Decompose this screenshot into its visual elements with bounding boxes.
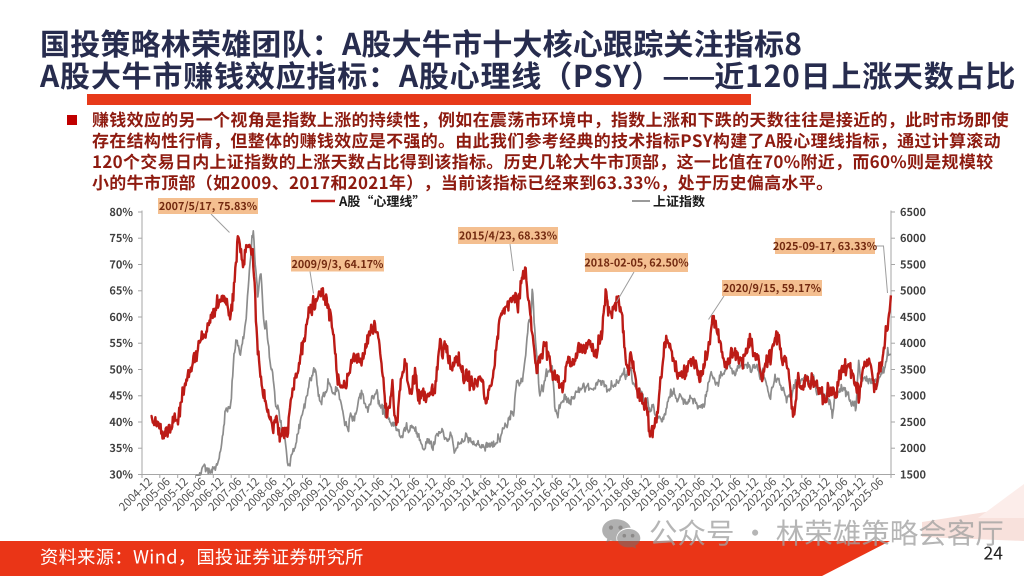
svg-text:35%: 35%	[109, 440, 133, 456]
svg-text:3000: 3000	[900, 388, 926, 404]
svg-text:24: 24	[984, 541, 1004, 566]
svg-text:2018-02-05, 62.50%: 2018-02-05, 62.50%	[584, 255, 689, 271]
svg-text:1500: 1500	[900, 466, 926, 482]
svg-text:公众号 · 林荣雄策略会客厅: 公众号 · 林荣雄策略会客厅	[649, 512, 1004, 553]
svg-text:6000: 6000	[900, 230, 926, 246]
svg-text:3500: 3500	[900, 361, 926, 377]
svg-text:4500: 4500	[900, 309, 926, 325]
svg-text:2015/4/23, 68.33%: 2015/4/23, 68.33%	[459, 228, 558, 244]
svg-text:30%: 30%	[109, 466, 133, 482]
svg-text:2020/9/15, 59.17%: 2020/9/15, 59.17%	[723, 280, 822, 296]
svg-text:5000: 5000	[900, 283, 926, 299]
svg-text:2009/9/3, 64.17%: 2009/9/3, 64.17%	[292, 256, 385, 272]
svg-text:6500: 6500	[900, 204, 926, 220]
svg-text:75%: 75%	[109, 230, 133, 246]
svg-text:55%: 55%	[109, 335, 133, 351]
svg-text:A股“心理线”: A股“心理线”	[338, 191, 425, 210]
svg-text:5500: 5500	[900, 256, 926, 272]
svg-text:65%: 65%	[109, 283, 133, 299]
svg-text:上证指数: 上证指数	[653, 191, 705, 210]
svg-text:2025-09-17, 63.33%: 2025-09-17, 63.33%	[773, 238, 878, 254]
svg-text:40%: 40%	[109, 414, 133, 430]
svg-text:70%: 70%	[109, 256, 133, 272]
svg-text:2000: 2000	[900, 440, 926, 456]
svg-text:资料来源：Wind，国投证券证券研究所: 资料来源：Wind，国投证券证券研究所	[40, 544, 364, 570]
svg-text:45%: 45%	[109, 388, 133, 404]
svg-text:2007/5/17, 75.83%: 2007/5/17, 75.83%	[159, 198, 258, 214]
svg-text:60%: 60%	[109, 309, 133, 325]
svg-text:2500: 2500	[900, 414, 926, 430]
svg-text:80%: 80%	[109, 204, 133, 220]
svg-text:50%: 50%	[109, 361, 133, 377]
svg-text:4000: 4000	[900, 335, 926, 351]
